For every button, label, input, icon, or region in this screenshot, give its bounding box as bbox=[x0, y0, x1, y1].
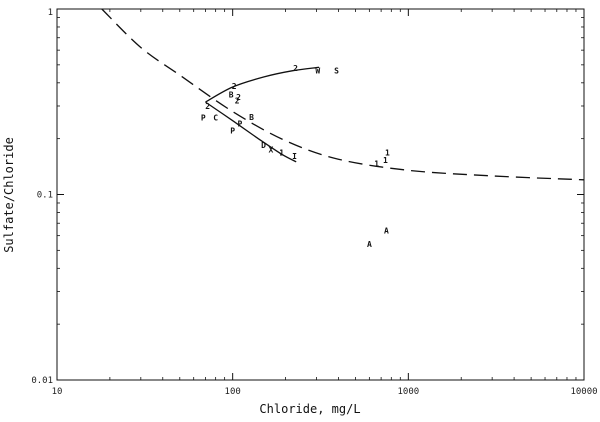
point-label: W bbox=[315, 67, 320, 76]
point-label: C bbox=[213, 114, 218, 123]
point-label: 1 bbox=[385, 149, 390, 158]
solid-curve-1 bbox=[205, 66, 320, 103]
point-label: B bbox=[249, 113, 254, 122]
dashed-curve bbox=[101, 8, 585, 181]
point-label: 1 bbox=[383, 156, 388, 165]
x-axis-label: Chloride, mg/L bbox=[259, 402, 360, 416]
tick-marks bbox=[56, 8, 585, 381]
y-tick-label: 0.01 bbox=[31, 376, 53, 386]
y-axis-label: Sulfate/Chloride bbox=[2, 137, 16, 253]
point-label: S bbox=[334, 67, 339, 76]
x-tick-label: 1000 bbox=[397, 387, 419, 397]
point-label: A bbox=[367, 240, 372, 249]
x-tick-label: 10 bbox=[52, 387, 63, 397]
x-tick-label: 100 bbox=[225, 387, 241, 397]
point-label: P bbox=[230, 126, 235, 135]
y-tick-labels: 0.01 0.1 1 bbox=[31, 8, 53, 386]
point-label: 2 bbox=[293, 64, 298, 73]
point-label: P bbox=[238, 119, 243, 128]
y-tick-label: 1 bbox=[48, 8, 53, 18]
point-label: 1 bbox=[279, 149, 284, 158]
point-label: 2 bbox=[235, 96, 240, 105]
solid-curve-2 bbox=[205, 101, 297, 163]
point-label: 2 bbox=[236, 93, 241, 102]
point-label: I bbox=[292, 152, 297, 161]
point-label: B bbox=[229, 91, 234, 100]
point-label: P bbox=[201, 114, 206, 123]
x-tick-labels: 10 100 1000 10000 bbox=[52, 387, 598, 397]
point-label: 2 bbox=[205, 102, 210, 111]
point-label: D bbox=[261, 141, 266, 150]
x-tick-label: 10000 bbox=[570, 387, 597, 397]
point-label: A bbox=[384, 226, 389, 235]
point-label: X bbox=[268, 145, 273, 154]
y-tick-label: 0.1 bbox=[37, 191, 53, 201]
point-label: 1 bbox=[374, 159, 379, 168]
point-label: 2 bbox=[232, 82, 237, 91]
plot-frame bbox=[56, 8, 585, 381]
series-lines bbox=[101, 8, 585, 181]
